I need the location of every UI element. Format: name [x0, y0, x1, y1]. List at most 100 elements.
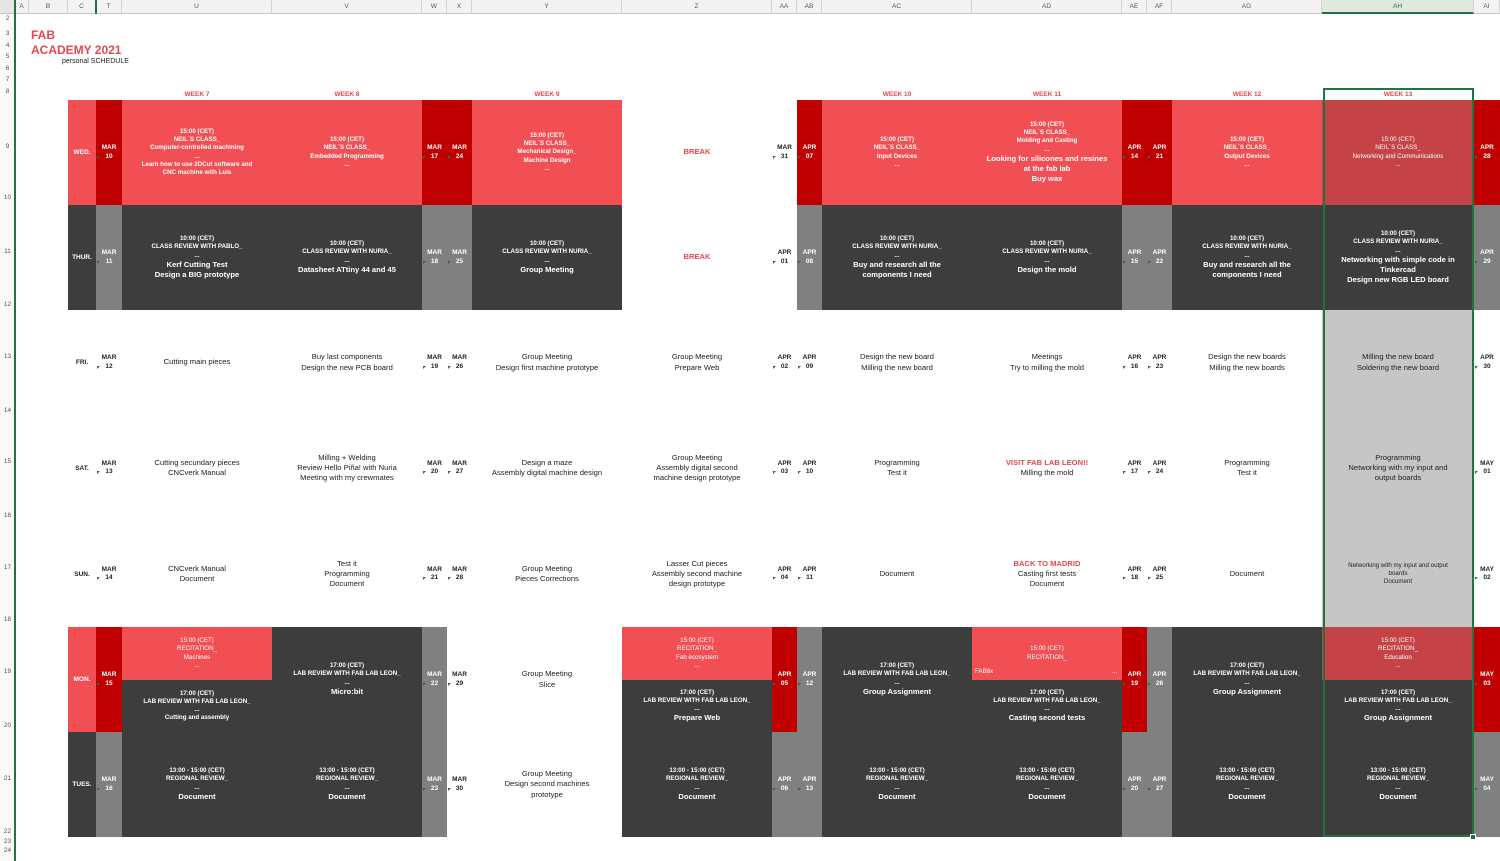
cell-y-fri[interactable]: Group Meeting Design first machine protot…: [472, 310, 622, 415]
cell-ad-fri[interactable]: Meetings Try to milling the mold: [972, 310, 1122, 415]
row-header-9[interactable]: 9: [5, 143, 10, 150]
row-header-2[interactable]: 2: [5, 15, 10, 22]
row-header-8[interactable]: 8: [5, 88, 10, 95]
cell-ag-tue[interactable]: 13:00 - 15:00 (CET) REGIONAL REVIEW_... Do…: [1172, 732, 1322, 837]
cell-u-fri[interactable]: Cutting main pieces: [122, 310, 272, 415]
column-header-x[interactable]: X: [447, 0, 472, 14]
cell-y-mon[interactable]: Group Meeting Slice: [472, 627, 622, 732]
cell-z-tue[interactable]: 13:00 - 15:00 (CET) REGIONAL REVIEW_... Do…: [622, 732, 772, 837]
cell-y-thu[interactable]: 10:00 (CET) CLASS REVIEW WITH NURIA_... Gr…: [472, 205, 622, 310]
cell-ah-tue[interactable]: 13:00 - 15:00 (CET) REGIONAL REVIEW_... Do…: [1322, 732, 1474, 837]
cell-z-thu[interactable]: BREAK: [622, 205, 772, 310]
row-header-14[interactable]: 14: [3, 407, 12, 414]
column-header-ag[interactable]: AG: [1172, 0, 1322, 14]
column-header-ac[interactable]: AC: [822, 0, 972, 14]
cell-ac-sat[interactable]: Programming Test it: [822, 415, 972, 521]
column-header-ae[interactable]: AE: [1122, 0, 1147, 14]
cell-v-fri[interactable]: Buy last components Design the new PCB bo…: [272, 310, 422, 415]
row-header-21[interactable]: 21: [3, 775, 12, 782]
cell-ac-mon[interactable]: 17:00 (CET) LAB REVIEW WITH FAB LAB LEON_…: [822, 627, 972, 732]
cell-u-sat[interactable]: Cutting secundary pieces CNCverk Manual: [122, 415, 272, 521]
cell-ag-mon[interactable]: 17:00 (CET) LAB REVIEW WITH FAB LAB LEON_…: [1172, 627, 1322, 732]
cell-u-mon-bot[interactable]: 17:00 (CET) LAB REVIEW WITH FAB LAB LEON_…: [122, 680, 272, 732]
cell-ad-mon-bot[interactable]: 17:00 (CET) LAB REVIEW WITH FAB LAB LEON_…: [972, 680, 1122, 732]
cell-ag-sat[interactable]: Programming Test it: [1172, 415, 1322, 521]
cell-u-sun[interactable]: CNCverk Manual Document: [122, 521, 272, 627]
cell-ah-thu[interactable]: 10:00 (CET) CLASS REVIEW WITH NURIA_... Ne…: [1322, 205, 1474, 310]
cell-ac-sun[interactable]: Document: [822, 521, 972, 627]
column-header-af[interactable]: AF: [1147, 0, 1172, 14]
cell-v-wed[interactable]: 15:00 (CET) NEIL´S CLASS_ Embedded Program…: [272, 100, 422, 205]
row-header-16[interactable]: 16: [3, 512, 12, 519]
column-header-ad[interactable]: AD: [972, 0, 1122, 14]
column-header-c[interactable]: C: [68, 0, 96, 14]
row-header-3[interactable]: 3: [5, 30, 10, 37]
cell-ad-sat[interactable]: VISIT FAB LAB LEON!! Milling the mold: [972, 415, 1122, 521]
column-header-v[interactable]: V: [272, 0, 422, 14]
cell-ac-tue[interactable]: 13:00 - 15:00 (CET) REGIONAL REVIEW_... Do…: [822, 732, 972, 837]
row-header-11[interactable]: 11: [4, 248, 11, 255]
cell-ac-wed[interactable]: 15:00 (CET) NEIL´S CLASS_ Input Devices...: [822, 100, 972, 205]
cell-v-sun[interactable]: Test it Programming Document: [272, 521, 422, 627]
row-header-6[interactable]: 6: [5, 65, 10, 72]
corner-cell[interactable]: [0, 0, 15, 14]
column-header-w[interactable]: W: [422, 0, 447, 14]
row-header-10[interactable]: 10: [3, 194, 12, 201]
cell-u-tue[interactable]: 13:00 - 15:00 (CET) REGIONAL REVIEW_... Do…: [122, 732, 272, 837]
cell-z-mon-bot[interactable]: 17:00 (CET) LAB REVIEW WITH FAB LAB LEON_…: [622, 680, 772, 732]
cell-v-mon[interactable]: 17:00 (CET) LAB REVIEW WITH FAB LAB LEON_…: [272, 627, 422, 732]
row-header-23[interactable]: 23: [3, 838, 12, 845]
cell-ah-fri[interactable]: Milling the new board Soldering the new b…: [1322, 310, 1474, 415]
cell-y-sun[interactable]: Group Meeting Pieces Corrections: [472, 521, 622, 627]
cell-ah-sat[interactable]: Programming Networking with my input and o…: [1322, 415, 1474, 521]
fill-handle[interactable]: [1470, 834, 1476, 840]
cell-ag-sun[interactable]: Document: [1172, 521, 1322, 627]
row-header-7[interactable]: 7: [5, 76, 10, 83]
cell-z-wed[interactable]: BREAK: [622, 100, 772, 205]
cell-z-mon-top[interactable]: 15:00 (CET) RECITATION_ Fab ecosystem...: [622, 627, 772, 680]
row-header-12[interactable]: 12: [3, 301, 12, 308]
cell-ad-wed[interactable]: 15:00 (CET) NEIL´S CLASS_ Molding and Cast…: [972, 100, 1122, 205]
column-header-t[interactable]: T: [96, 0, 122, 14]
row-header-18[interactable]: 18: [3, 616, 12, 623]
cell-z-fri[interactable]: Group Meeting Prepare Web: [622, 310, 772, 415]
column-header-ai[interactable]: AI: [1474, 0, 1500, 14]
cell-ag-wed[interactable]: 15:00 (CET) NEIL´S CLASS_ Output Devices..…: [1172, 100, 1322, 205]
row-header-4[interactable]: 4: [5, 42, 10, 49]
row-header-20[interactable]: 20: [3, 722, 12, 729]
cell-u-wed[interactable]: 15:00 (CET) NEIL´S CLASS_ Computer-control…: [122, 100, 272, 205]
row-header-5[interactable]: 5: [5, 53, 10, 60]
cell-z-sun[interactable]: Lasser Cut pieces Assembly second machine…: [622, 521, 772, 627]
column-header-ah[interactable]: AH: [1322, 0, 1474, 14]
cell-ad-sun[interactable]: BACK TO MADRID Casting first tests Documen…: [972, 521, 1122, 627]
column-header-b[interactable]: B: [29, 0, 68, 14]
cell-u-thu[interactable]: 10:00 (CET) CLASS REVIEW WITH PABLO_... Ke…: [122, 205, 272, 310]
row-header-15[interactable]: 15: [3, 458, 12, 465]
row-header-22[interactable]: 22: [3, 828, 12, 835]
cell-ag-thu[interactable]: 10:00 (CET) CLASS REVIEW WITH NURIA_... Bu…: [1172, 205, 1322, 310]
row-header-17[interactable]: 17: [3, 564, 12, 571]
cell-y-wed[interactable]: 15:00 (CET) NEIL´S CLASS_ Mechanical Desig…: [472, 100, 622, 205]
cell-ah-mon-bot[interactable]: 17:00 (CET) LAB REVIEW WITH FAB LAB LEON_…: [1322, 680, 1474, 732]
column-header-u[interactable]: U: [122, 0, 272, 14]
column-header-a[interactable]: A: [15, 0, 29, 14]
cell-ac-thu[interactable]: 10:00 (CET) CLASS REVIEW WITH NURIA_... Bu…: [822, 205, 972, 310]
row-header-19[interactable]: 19: [3, 668, 12, 675]
cell-ad-thu[interactable]: 10:00 (CET) CLASS REVIEW WITH NURIA_... De…: [972, 205, 1122, 310]
column-header-y[interactable]: Y: [472, 0, 622, 14]
row-header-13[interactable]: 13: [3, 353, 12, 360]
column-header-ab[interactable]: AB: [797, 0, 822, 14]
cell-v-tue[interactable]: 13:00 - 15:00 (CET) REGIONAL REVIEW_... Do…: [272, 732, 422, 837]
column-header-aa[interactable]: AA: [772, 0, 797, 14]
row-header-24[interactable]: 24: [3, 847, 12, 854]
cell-ag-fri[interactable]: Design the new boards Milling the new boa…: [1172, 310, 1322, 415]
cell-y-sat[interactable]: Design a maze Assembly digital machine de…: [472, 415, 622, 521]
column-header-z[interactable]: Z: [622, 0, 772, 14]
cell-ad-tue[interactable]: 13:00 - 15:00 (CET) REGIONAL REVIEW_... Do…: [972, 732, 1122, 837]
cell-ah-wed[interactable]: 15:00 (CET) NEIL´S CLASS_ Networking and C…: [1322, 100, 1474, 205]
cell-ah-sun[interactable]: Networking with my input and output board…: [1322, 521, 1474, 627]
cell-y-tue[interactable]: Group Meeting Design second machines proto…: [472, 732, 622, 837]
cell-ac-fri[interactable]: Design the new board Milling the new boar…: [822, 310, 972, 415]
cell-ah-mon-top[interactable]: 15:00 (CET) RECITATION_ Education...: [1322, 627, 1474, 680]
cell-ad-mon-top[interactable]: 15:00 (CET) RECITATION_: [972, 627, 1122, 680]
